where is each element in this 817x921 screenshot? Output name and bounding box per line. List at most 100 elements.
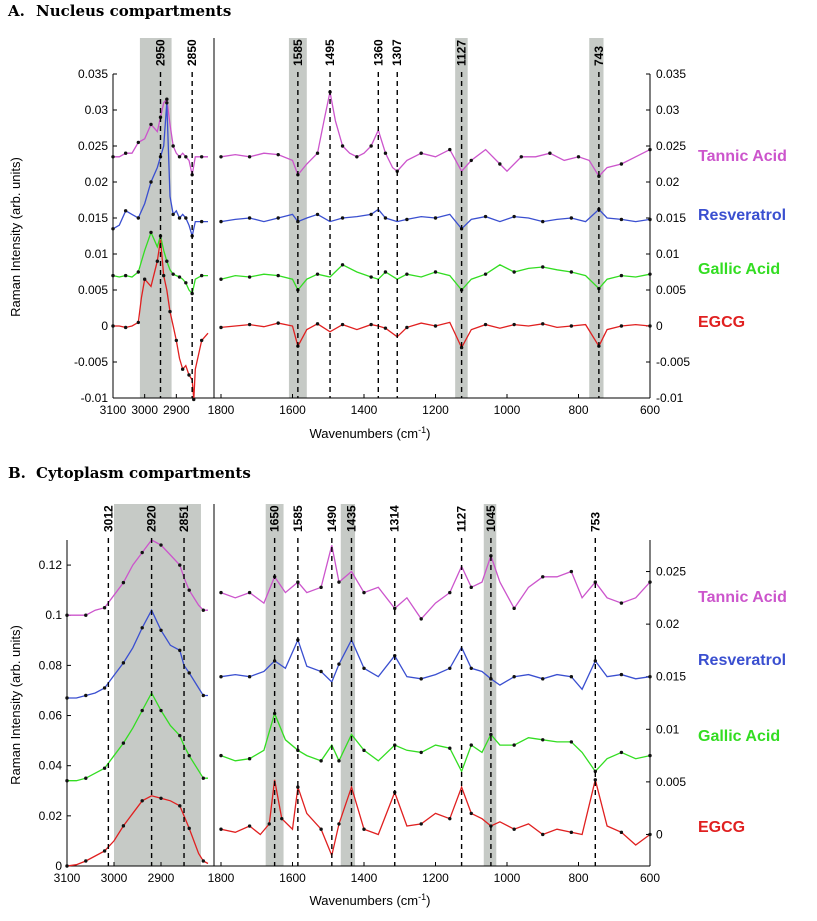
legend-label: Resveratrol: [698, 207, 786, 224]
data-point: [619, 217, 624, 222]
panel-b-series: [65, 539, 652, 868]
data-point: [340, 322, 345, 327]
x-tick-label: 1600: [279, 403, 306, 417]
x-tick-label: 1000: [494, 403, 521, 417]
data-point: [247, 275, 252, 279]
data-point: [512, 675, 516, 679]
data-point: [362, 827, 366, 831]
data-point: [219, 219, 223, 224]
peak-label: 1307: [390, 39, 404, 66]
peak-label: 1314: [388, 505, 402, 532]
data-point: [433, 216, 438, 220]
data-point: [340, 144, 345, 148]
data-point: [541, 575, 545, 579]
data-point: [569, 830, 574, 835]
data-point: [149, 230, 153, 235]
series-line: [112, 102, 208, 237]
peak-label: 1650: [268, 505, 282, 532]
data-point: [593, 659, 598, 663]
data-point: [171, 144, 175, 148]
data-point: [541, 738, 545, 742]
data-point: [276, 152, 280, 157]
data-point: [149, 180, 153, 184]
data-point: [111, 155, 115, 159]
data-point: [247, 590, 252, 595]
y-tick-label-right: 0.01: [656, 247, 680, 261]
data-point: [593, 580, 598, 584]
legend-label: EGCG: [698, 819, 745, 836]
series-line: [220, 321, 651, 350]
data-point: [121, 661, 126, 665]
peak-label: 743: [592, 46, 606, 66]
data-point: [165, 97, 169, 101]
data-point: [180, 367, 185, 371]
y-tick-label: 0: [55, 859, 62, 873]
data-point: [489, 677, 493, 681]
data-point: [165, 101, 169, 105]
data-point: [219, 325, 223, 330]
panel-b-axes: 0.12 0.1 0.08 0.06 0.04 0.02 0 0.025 0.02 0.015 0.…: [39, 504, 686, 885]
x-tick-label: 600: [640, 403, 660, 417]
peak-label: 753: [588, 512, 602, 532]
panel-a-xlabel: Wavenumbers (cm-1): [310, 425, 431, 441]
data-point: [178, 648, 182, 653]
peak-label: 1045: [484, 505, 498, 532]
data-point: [337, 580, 341, 584]
panel-b-letter: B.: [8, 464, 26, 482]
x-tick-label: 1400: [351, 871, 378, 885]
data-point: [569, 740, 574, 744]
panel-a-peak-markers: 2950 2850 1585 1495 1360 1307 1127 743: [154, 39, 606, 398]
data-point: [142, 277, 147, 281]
y-tick-label-right: 0.025: [656, 139, 686, 153]
data-point: [315, 151, 320, 155]
panel-a-xlabel-sup: -1: [418, 425, 426, 435]
x-tick-label: 800: [568, 403, 588, 417]
y-tick-label-right: -0.01: [656, 391, 684, 405]
data-point: [593, 769, 598, 774]
data-point: [140, 708, 144, 713]
y-tick-label-right: 0.005: [656, 775, 686, 789]
data-point: [219, 155, 223, 159]
data-point: [337, 822, 341, 826]
data-point: [405, 217, 409, 222]
legend-label: Resveratrol: [698, 652, 786, 669]
data-point: [84, 859, 88, 863]
data-point: [369, 144, 373, 148]
data-point: [648, 217, 652, 222]
data-point: [178, 563, 182, 567]
shaded-band: [139, 38, 172, 398]
data-point: [280, 816, 284, 821]
data-point: [121, 580, 126, 585]
data-point: [102, 606, 107, 610]
data-point: [541, 832, 545, 837]
data-point: [512, 743, 516, 747]
y-tick-label: 0.06: [39, 709, 63, 723]
y-tick-label: 0.005: [78, 283, 108, 297]
x-tick-label: 1800: [208, 871, 235, 885]
data-point: [541, 322, 545, 326]
data-point: [187, 588, 191, 592]
data-point: [648, 272, 652, 276]
data-point: [296, 219, 300, 224]
y-tick-label: 0.02: [39, 809, 63, 823]
data-point: [483, 214, 488, 219]
data-point: [111, 273, 115, 278]
data-point: [597, 174, 601, 178]
x-tick-label: 1000: [494, 871, 521, 885]
y-tick-label-right: 0.035: [656, 67, 686, 81]
panel-a-xlabel-suffix: ): [426, 426, 430, 441]
data-point: [247, 216, 252, 220]
panel-b-xlabel-sup: -1: [418, 892, 426, 902]
data-point: [469, 743, 473, 747]
data-point: [219, 675, 223, 679]
shaded-band: [483, 504, 497, 866]
panel-b-xlabel-suffix: ): [426, 893, 430, 908]
y-tick-label-right: 0.03: [656, 103, 680, 117]
data-point: [362, 748, 366, 753]
data-point: [121, 824, 126, 828]
data-point: [65, 696, 69, 700]
data-point: [315, 272, 320, 276]
data-point: [171, 212, 175, 217]
data-point: [541, 265, 545, 269]
panel-b-xlabel-main: Wavenumbers (cm: [310, 893, 419, 908]
